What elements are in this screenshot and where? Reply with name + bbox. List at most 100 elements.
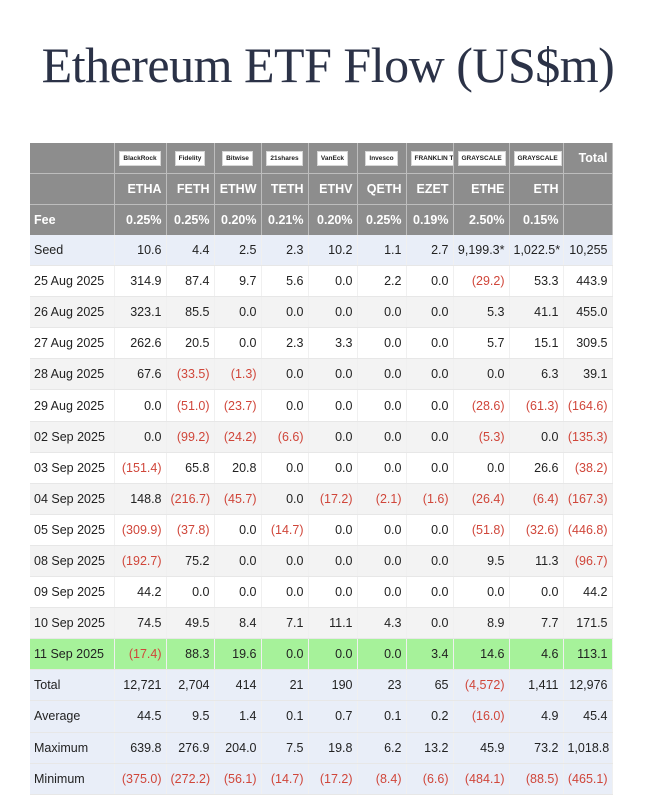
value-cell: 0.0 xyxy=(357,358,407,391)
table-row: 05 Sep 2025 (309.9) (37.8) 0.0 (14.7) 0.0 0.0 0… xyxy=(30,514,613,546)
ticker-header: TETH xyxy=(261,173,309,205)
value-cell: 262.6 xyxy=(114,327,167,360)
value-cell: 314.9 xyxy=(114,265,167,298)
value-cell: 0.0 xyxy=(308,296,358,329)
value-cell: (216.7) xyxy=(166,483,215,515)
fee-row: Fee 0.25% 0.25% 0.20% 0.21% 0.20% 0.25% 0.19% 2… xyxy=(30,204,613,235)
corner-cell xyxy=(30,143,115,174)
value-cell: 0.0 xyxy=(308,421,358,453)
value-cell: (24.2) xyxy=(214,421,262,453)
fee-label: Fee xyxy=(30,204,115,235)
value-cell: 0.0 xyxy=(406,514,454,546)
value-cell: 323.1 xyxy=(114,296,167,329)
table-row: 09 Sep 2025 44.2 0.0 0.0 0.0 0.0 0.0 0.0 0.0 0.0 4… xyxy=(30,576,613,609)
value-cell: (309.9) xyxy=(114,514,167,546)
ticker-header: ETHA xyxy=(114,173,167,205)
value-cell: (33.5) xyxy=(166,358,215,391)
value-cell: (14.7) xyxy=(261,514,309,546)
value-cell: 13.2 xyxy=(406,732,454,764)
value-cell: (61.3) xyxy=(509,389,564,422)
value-cell: 9,199.3* xyxy=(453,235,510,267)
row-label: Average xyxy=(30,700,115,733)
value-cell: 3.3 xyxy=(308,327,358,360)
value-cell: (56.1) xyxy=(214,763,262,795)
value-cell: 12,976 xyxy=(563,669,613,702)
value-cell: 0.0 xyxy=(261,545,309,578)
value-cell: 0.0 xyxy=(406,576,454,609)
value-cell: 0.0 xyxy=(114,389,167,422)
table-row: 26 Aug 2025 323.1 85.5 0.0 0.0 0.0 0.0 0.0 5.3 41… xyxy=(30,296,613,329)
value-cell: 45.4 xyxy=(563,700,613,733)
page-title: Ethereum ETF Flow (US$m) xyxy=(41,37,615,93)
value-cell: 0.0 xyxy=(406,265,454,298)
ticker-header: FETH xyxy=(166,173,215,205)
value-cell: 9.5 xyxy=(453,545,510,578)
issuer-logo-cell: GRAYSCALE xyxy=(453,143,510,174)
value-cell: 85.5 xyxy=(166,296,215,329)
value-cell: 0.0 xyxy=(453,452,510,484)
value-cell: 0.0 xyxy=(509,576,564,609)
value-cell: (6.6) xyxy=(261,421,309,453)
value-cell: 0.0 xyxy=(214,576,262,609)
summary-row: Average 44.5 9.5 1.4 0.1 0.7 0.1 0.2 (16.0) 4.9 45… xyxy=(30,700,613,733)
value-cell: (17.2) xyxy=(308,763,358,795)
value-cell: (28.6) xyxy=(453,389,510,422)
ticker-header: ETHE xyxy=(453,173,510,205)
row-label: 04 Sep 2025 xyxy=(30,483,115,515)
value-cell: 0.0 xyxy=(308,545,358,578)
value-cell: (484.1) xyxy=(453,763,510,795)
value-cell: 1.4 xyxy=(214,700,262,733)
value-cell: 15.1 xyxy=(509,327,564,360)
value-cell: 0.0 xyxy=(114,421,167,453)
value-cell: (51.0) xyxy=(166,389,215,422)
value-cell: 455.0 xyxy=(563,296,613,329)
value-cell: 2.5 xyxy=(214,235,262,267)
value-cell: 65.8 xyxy=(166,452,215,484)
value-cell: 19.8 xyxy=(308,732,358,764)
ticker-header: ETH xyxy=(509,173,564,205)
value-cell: (164.6) xyxy=(563,389,613,422)
total-column-header: Total xyxy=(563,143,613,174)
value-cell: 74.5 xyxy=(114,607,167,640)
value-cell: 0.0 xyxy=(261,576,309,609)
fee-cell: 0.21% xyxy=(261,204,309,235)
value-cell: 309.5 xyxy=(563,327,613,360)
value-cell: 0.0 xyxy=(406,327,454,360)
value-cell: 0.0 xyxy=(261,638,309,671)
value-cell: 49.5 xyxy=(166,607,215,640)
issuer-logo-cell: Invesco xyxy=(357,143,407,174)
value-cell: (167.3) xyxy=(563,483,613,515)
value-cell: 1,411 xyxy=(509,669,564,702)
value-cell: (272.2) xyxy=(166,763,215,795)
value-cell: 6.2 xyxy=(357,732,407,764)
value-cell: 0.0 xyxy=(357,327,407,360)
value-cell: 0.0 xyxy=(406,389,454,422)
value-cell: 0.0 xyxy=(406,607,454,640)
issuer-logo-cell: GRAYSCALE xyxy=(509,143,564,174)
franklin-templeton-logo: FRANKLIN TEMPLETON xyxy=(410,150,452,166)
value-cell: 10.2 xyxy=(308,235,358,267)
row-label: Total xyxy=(30,669,115,702)
value-cell: 148.8 xyxy=(114,483,167,515)
value-cell: 204.0 xyxy=(214,732,262,764)
summary-row: Minimum (375.0) (272.2) (56.1) (14.7) (17.2)(… xyxy=(30,763,613,795)
value-cell: 4.3 xyxy=(357,607,407,640)
ticker-header: ETHW xyxy=(214,173,262,205)
value-cell: 0.0 xyxy=(406,296,454,329)
value-cell: 0.0 xyxy=(214,514,262,546)
value-cell: 8.4 xyxy=(214,607,262,640)
value-cell: 44.2 xyxy=(563,576,613,609)
value-cell: 0.0 xyxy=(357,389,407,422)
value-cell: 39.1 xyxy=(563,358,613,391)
table-row: 03 Sep 2025 (151.4) 65.8 20.8 0.0 0.0 0.0 0.0 0.… xyxy=(30,452,613,484)
value-cell: 14.6 xyxy=(453,638,510,671)
row-label: 02 Sep 2025 xyxy=(30,421,115,453)
row-label: 09 Sep 2025 xyxy=(30,576,115,609)
value-cell: (2.1) xyxy=(357,483,407,515)
value-cell: (45.7) xyxy=(214,483,262,515)
fee-cell: 0.25% xyxy=(114,204,167,235)
row-label: 08 Sep 2025 xyxy=(30,545,115,578)
value-cell: (1.6) xyxy=(406,483,454,515)
value-cell: (1.3) xyxy=(214,358,262,391)
value-cell: 45.9 xyxy=(453,732,510,764)
